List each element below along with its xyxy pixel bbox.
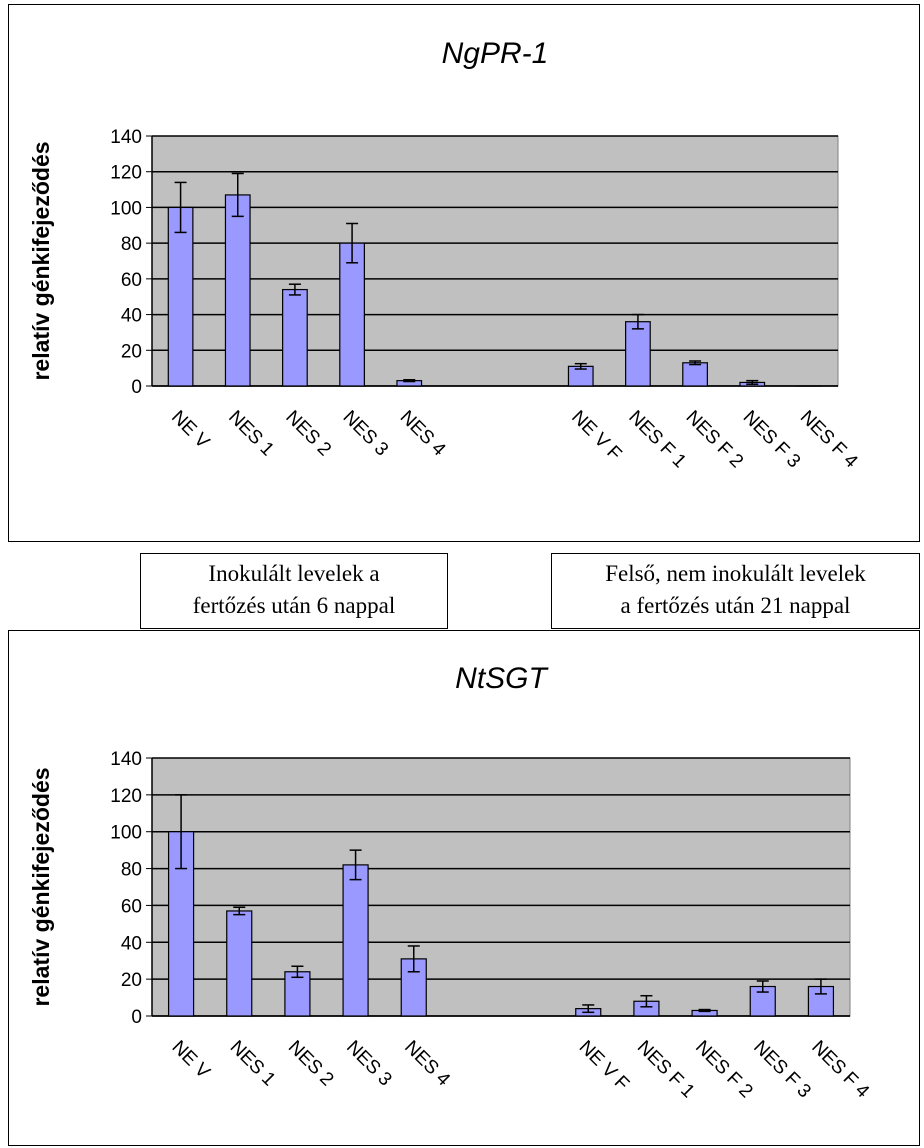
x-category-label: NES F 1 xyxy=(633,1037,699,1103)
bar xyxy=(282,288,308,387)
x-category-label: NES 3 xyxy=(339,407,393,461)
x-category-label: NE V xyxy=(168,1037,214,1083)
x-category-label: NES F 2 xyxy=(682,407,748,473)
y-tick-label: 60 xyxy=(121,896,142,917)
y-axis-label: relatív génkifejeződés xyxy=(28,141,54,380)
x-category-label: NES F 4 xyxy=(807,1037,873,1103)
y-tick-label: 40 xyxy=(121,306,142,327)
y-tick-label: 100 xyxy=(110,823,142,844)
x-category-label: NES 1 xyxy=(226,1037,280,1091)
note-right-line1: Felső, nem inokulált levelek xyxy=(605,561,866,586)
x-category-label: NES F 2 xyxy=(691,1037,757,1103)
chart-ngpr1-svg: NgPR-1 0 20 40 60 80 100 120 140 relatív génkifej… xyxy=(28,37,862,473)
plot-area xyxy=(151,135,839,387)
chart-ntsgt: NtSGT 0 20 40 60 80 100 120 140 relatív génkifeje… xyxy=(8,630,920,1146)
bar xyxy=(167,831,195,1017)
x-category-label: NE V F xyxy=(575,1037,633,1095)
y-tick-label: 80 xyxy=(121,234,142,255)
bar xyxy=(682,362,708,387)
chart-ngpr1: NgPR-1 0 20 40 60 80 100 120 140 relatív génkifej… xyxy=(8,4,920,542)
x-category-label: NE V F xyxy=(567,407,625,465)
y-tick-label: 80 xyxy=(121,860,142,881)
y-tick-label: 120 xyxy=(110,163,142,184)
bar xyxy=(342,864,369,1017)
bar xyxy=(226,910,253,1017)
y-tick-label: 60 xyxy=(121,270,142,291)
bar xyxy=(339,242,365,387)
plot-area xyxy=(151,757,851,1017)
chart-ntsgt-svg: NtSGT 0 20 40 60 80 100 120 140 relatív génkifeje… xyxy=(28,662,873,1103)
y-tick-label: 120 xyxy=(110,786,142,807)
y-tick-label: 140 xyxy=(110,749,142,770)
y-axis-label: relatív génkifejeződés xyxy=(28,767,54,1006)
x-category-label: NES F 3 xyxy=(749,1037,815,1103)
x-category-label: NES F 1 xyxy=(624,407,690,473)
y-tick-label: 20 xyxy=(121,970,142,991)
y-tick-label: 0 xyxy=(131,377,142,398)
x-category-label: NES 2 xyxy=(281,407,335,461)
note-left-line1: Inokulált levelek a xyxy=(208,561,380,586)
note-inoculated-leaves: Inokulált levelek a fertőzés után 6 napp… xyxy=(140,553,448,629)
x-category-label: NE V xyxy=(167,407,213,453)
chart-title: NgPR-1 xyxy=(442,37,549,70)
x-category-label: NES 1 xyxy=(224,407,278,461)
bar xyxy=(224,194,251,387)
note-right-line2: a fertőzés után 21 nappal xyxy=(620,593,851,618)
x-category-label: NES 4 xyxy=(400,1037,454,1091)
bar xyxy=(167,206,194,387)
note-left-line2: fertőzés után 6 nappal xyxy=(192,593,396,618)
x-category-label: NES 3 xyxy=(342,1037,396,1091)
bar xyxy=(284,971,311,1017)
y-tick-label: 140 xyxy=(110,127,142,148)
x-category-label: NES 4 xyxy=(396,407,450,461)
y-tick-label: 40 xyxy=(121,933,142,954)
y-tick-label: 20 xyxy=(121,341,142,362)
y-tick-label: 100 xyxy=(110,198,142,219)
x-category-label: NES 2 xyxy=(284,1037,338,1091)
note-upper-leaves: Felső, nem inokulált levelek a fertőzés … xyxy=(551,553,920,629)
x-category-label: NES F 4 xyxy=(796,407,862,473)
y-tick-label: 0 xyxy=(131,1007,142,1028)
chart-title: NtSGT xyxy=(455,662,549,695)
bar xyxy=(625,321,651,387)
x-category-label: NES F 3 xyxy=(739,407,805,473)
